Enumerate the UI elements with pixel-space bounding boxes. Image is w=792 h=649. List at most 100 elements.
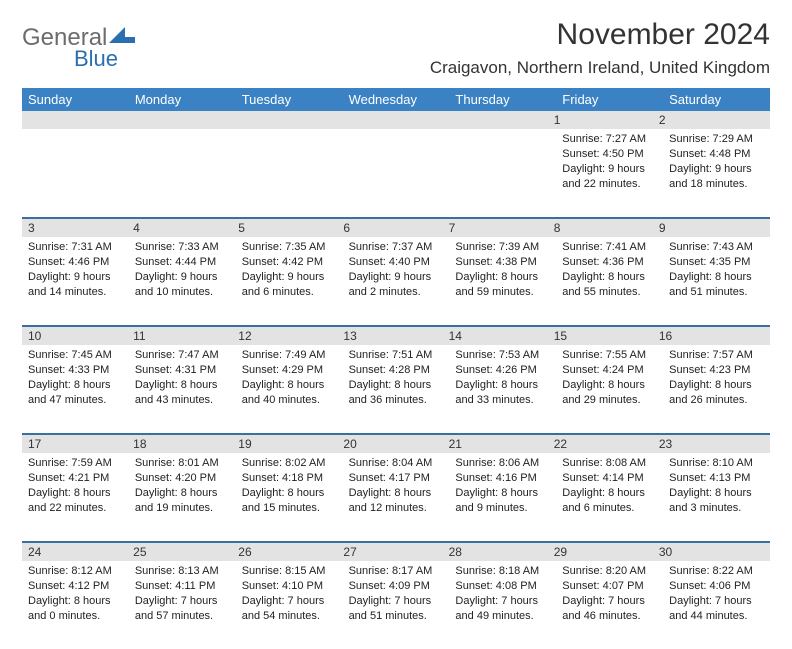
sun-info-line: Sunrise: 7:33 AM xyxy=(135,240,230,255)
day-number: 20 xyxy=(343,437,448,451)
day-cell: Sunrise: 7:53 AMSunset: 4:26 PMDaylight:… xyxy=(449,345,556,433)
sun-info-line: Daylight: 7 hours xyxy=(135,594,230,609)
day-cell: Sunrise: 8:18 AMSunset: 4:08 PMDaylight:… xyxy=(449,561,556,649)
title-block: November 2024 Craigavon, Northern Irelan… xyxy=(430,18,770,78)
sun-info-line: and 43 minutes. xyxy=(135,393,230,408)
day-number: 23 xyxy=(659,437,764,451)
sun-info-line: and 6 minutes. xyxy=(242,285,337,300)
sun-info-line: Sunset: 4:26 PM xyxy=(455,363,550,378)
day-cell: Sunrise: 7:45 AMSunset: 4:33 PMDaylight:… xyxy=(22,345,129,433)
day-number: 4 xyxy=(133,221,238,235)
sun-info-line: Sunrise: 8:08 AM xyxy=(562,456,657,471)
sun-info-line: Sunset: 4:11 PM xyxy=(135,579,230,594)
day-number: 13 xyxy=(343,329,448,343)
day-number: 24 xyxy=(28,545,133,559)
day-number: 28 xyxy=(449,545,554,559)
week-row: Sunrise: 7:59 AMSunset: 4:21 PMDaylight:… xyxy=(22,453,770,541)
sun-info-line: and 12 minutes. xyxy=(349,501,444,516)
day-cell: Sunrise: 8:06 AMSunset: 4:16 PMDaylight:… xyxy=(449,453,556,541)
day-cell: Sunrise: 8:12 AMSunset: 4:12 PMDaylight:… xyxy=(22,561,129,649)
sun-info-line: Daylight: 9 hours xyxy=(28,270,123,285)
day-cell xyxy=(236,129,343,217)
sun-info-line: Sunset: 4:44 PM xyxy=(135,255,230,270)
day-number: 5 xyxy=(238,221,343,235)
day-number: 2 xyxy=(659,113,764,127)
day-number: 18 xyxy=(133,437,238,451)
sun-info-line: Sunset: 4:40 PM xyxy=(349,255,444,270)
sun-info: Sunrise: 7:29 AMSunset: 4:48 PMDaylight:… xyxy=(669,132,764,191)
sun-info-line: Sunrise: 8:20 AM xyxy=(562,564,657,579)
day-number: 3 xyxy=(28,221,133,235)
sun-info-line: and 29 minutes. xyxy=(562,393,657,408)
sun-info: Sunrise: 7:49 AMSunset: 4:29 PMDaylight:… xyxy=(242,348,337,407)
sun-info: Sunrise: 7:55 AMSunset: 4:24 PMDaylight:… xyxy=(562,348,657,407)
sun-info-line: Sunrise: 7:55 AM xyxy=(562,348,657,363)
week-row: Sunrise: 7:45 AMSunset: 4:33 PM Daylight:… xyxy=(22,345,770,433)
sun-info-line: Daylight: 7 hours xyxy=(562,594,657,609)
day-number: 12 xyxy=(238,329,343,343)
sun-info-line: and 22 minutes. xyxy=(562,177,657,192)
sun-info-line: Sunset: 4:42 PM xyxy=(242,255,337,270)
sun-info-line: Sunrise: 7:35 AM xyxy=(242,240,337,255)
day-cell: Sunrise: 7:35 AMSunset: 4:42 PMDaylight:… xyxy=(236,237,343,325)
sun-info-line: and 47 minutes. xyxy=(28,393,123,408)
day-number: 10 xyxy=(28,329,133,343)
sun-info-line: Sunrise: 7:39 AM xyxy=(455,240,550,255)
sun-info-line: Daylight: 8 hours xyxy=(669,270,764,285)
sun-info-line: Daylight: 7 hours xyxy=(669,594,764,609)
day-number: 9 xyxy=(659,221,764,235)
sun-info-line: Daylight: 8 hours xyxy=(669,378,764,393)
sun-info-line: and 3 minutes. xyxy=(669,501,764,516)
sun-info: Sunrise: 8:12 AMSunset: 4:12 PMDaylight:… xyxy=(28,564,123,623)
sun-info-line: and 9 minutes. xyxy=(455,501,550,516)
day-cell: Sunrise: 8:02 AMSunset: 4:18 PMDaylight:… xyxy=(236,453,343,541)
location-subtitle: Craigavon, Northern Ireland, United King… xyxy=(430,58,770,78)
day-cell: Sunrise: 7:31 AMSunset: 4:46 PMDaylight:… xyxy=(22,237,129,325)
sun-info-line: Sunrise: 8:02 AM xyxy=(242,456,337,471)
sun-info-line: Sunrise: 8:01 AM xyxy=(135,456,230,471)
sun-info-line: Sunset: 4:33 PM xyxy=(28,363,123,378)
sun-info-line: and 46 minutes. xyxy=(562,609,657,624)
sun-info-line: Sunset: 4:21 PM xyxy=(28,471,123,486)
sun-info-line: Sunrise: 8:15 AM xyxy=(242,564,337,579)
sun-info-line: Sunset: 4:48 PM xyxy=(669,147,764,162)
day-cell: Sunrise: 8:04 AMSunset: 4:17 PMDaylight:… xyxy=(343,453,450,541)
sun-info-line: Sunrise: 8:17 AM xyxy=(349,564,444,579)
sun-info-line: Sunset: 4:10 PM xyxy=(242,579,337,594)
day-number: 7 xyxy=(449,221,554,235)
day-header-cell: Wednesday xyxy=(343,88,450,111)
day-cell: Sunrise: 7:47 AMSunset: 4:31 PMDaylight:… xyxy=(129,345,236,433)
sun-info-line: and 18 minutes. xyxy=(669,177,764,192)
day-number xyxy=(343,113,448,127)
day-cell: Sunrise: 7:51 AMSunset: 4:28 PMDaylight:… xyxy=(343,345,450,433)
sun-info: Sunrise: 7:45 AMSunset: 4:33 PMDaylight:… xyxy=(28,348,123,407)
sun-info: Sunrise: 8:10 AMSunset: 4:13 PMDaylight:… xyxy=(669,456,764,515)
sun-info-line: Sunset: 4:29 PM xyxy=(242,363,337,378)
day-number-row: 24252627282930 xyxy=(22,541,770,561)
sun-info-line: Sunrise: 7:45 AM xyxy=(28,348,123,363)
sun-info-line: Sunrise: 8:13 AM xyxy=(135,564,230,579)
sun-info-line: Daylight: 8 hours xyxy=(669,486,764,501)
sun-info-line: Daylight: 8 hours xyxy=(135,486,230,501)
day-number xyxy=(28,113,133,127)
sun-info-line: Daylight: 7 hours xyxy=(455,594,550,609)
sun-info-line: Daylight: 8 hours xyxy=(455,378,550,393)
sun-info-line: and 54 minutes. xyxy=(242,609,337,624)
sun-info-line: Sunrise: 7:31 AM xyxy=(28,240,123,255)
sun-info-line: Daylight: 9 hours xyxy=(242,270,337,285)
sun-info-line: Daylight: 8 hours xyxy=(242,378,337,393)
day-number xyxy=(133,113,238,127)
day-number: 16 xyxy=(659,329,764,343)
sun-info-line: and 14 minutes. xyxy=(28,285,123,300)
day-number: 11 xyxy=(133,329,238,343)
sun-info: Sunrise: 7:43 AMSunset: 4:35 PMDaylight:… xyxy=(669,240,764,299)
sun-info-line: Sunrise: 7:27 AM xyxy=(562,132,657,147)
sun-info-line: Sunset: 4:36 PM xyxy=(562,255,657,270)
day-number: 27 xyxy=(343,545,448,559)
day-number-row: 17181920212223 xyxy=(22,433,770,453)
day-cell: Sunrise: 7:33 AMSunset: 4:44 PMDaylight:… xyxy=(129,237,236,325)
day-header-cell: Friday xyxy=(556,88,663,111)
day-cell xyxy=(343,129,450,217)
sun-info: Sunrise: 7:33 AMSunset: 4:44 PMDaylight:… xyxy=(135,240,230,299)
day-cell: Sunrise: 7:55 AMSunset: 4:24 PMDaylight:… xyxy=(556,345,663,433)
